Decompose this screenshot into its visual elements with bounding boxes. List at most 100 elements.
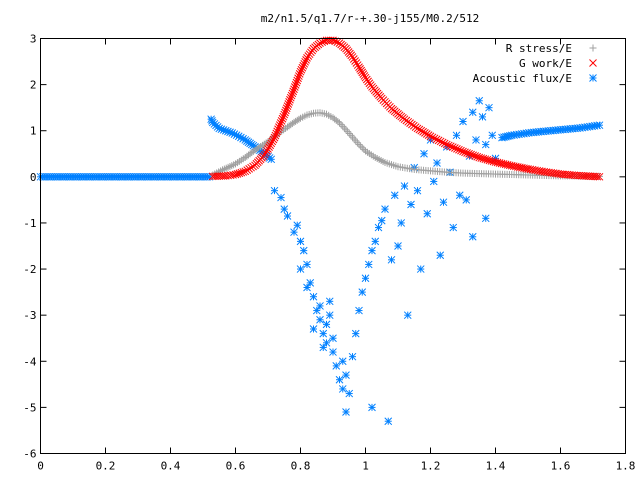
data-point: [355, 141, 363, 149]
data-point: [468, 108, 477, 117]
data-point: [287, 91, 296, 100]
data-point: [417, 126, 426, 135]
data-point: [467, 150, 475, 159]
data-point: [296, 237, 305, 246]
data-point: [263, 147, 271, 155]
data-point: [322, 338, 331, 347]
data-point: [400, 182, 409, 190]
data-point: [334, 118, 342, 126]
data-point: [266, 141, 275, 150]
data-point: [275, 123, 283, 132]
data-point: [332, 362, 341, 370]
y-tick-label: -4: [23, 355, 37, 368]
data-point: [481, 214, 490, 223]
data-point: [243, 166, 252, 174]
data-point: [438, 138, 447, 147]
data-point: [280, 110, 289, 119]
data-point: [430, 134, 439, 143]
legend-label: Acoustic flux/E: [473, 72, 572, 85]
data-point: [269, 135, 278, 144]
data-point: [387, 255, 396, 264]
data-point: [261, 148, 270, 157]
data-point: [407, 200, 415, 209]
x-tick-label: 0: [37, 460, 44, 473]
data-point: [371, 237, 380, 246]
data-point: [455, 145, 463, 154]
data-point: [433, 159, 441, 167]
x-tick-label: 0.8: [291, 460, 311, 473]
data-point: [300, 59, 309, 68]
x-tick-label: 1.4: [486, 460, 506, 473]
data-point: [267, 155, 276, 164]
data-point: [283, 102, 292, 110]
data-point: [348, 53, 357, 61]
data-point: [290, 85, 298, 94]
data-point: [459, 147, 467, 156]
data-point: [297, 65, 306, 74]
data-point: [436, 137, 445, 146]
data-point: [309, 292, 318, 301]
x-tick-label: 1: [362, 460, 369, 473]
data-point: [593, 172, 602, 181]
data-point: [318, 38, 327, 47]
data-point: [481, 140, 490, 149]
x-tick-label: 1.6: [551, 460, 571, 473]
data-point: [444, 141, 453, 150]
data-point: [290, 83, 299, 91]
x-tick-label: 0.6: [226, 460, 246, 473]
data-point: [295, 115, 303, 123]
data-point: [432, 135, 441, 144]
data-point: [358, 288, 367, 296]
data-point: [273, 127, 282, 136]
data-point: [535, 167, 544, 175]
data-point: [424, 131, 433, 139]
data-point: [325, 297, 334, 306]
data-point: [419, 127, 427, 136]
data-point: [434, 136, 443, 145]
data-point: [286, 93, 295, 102]
data-point: [335, 375, 344, 384]
data-point: [374, 223, 383, 232]
y-tick-label: 1: [30, 125, 37, 138]
data-point: [462, 196, 471, 204]
y-tick-label: -6: [23, 448, 36, 461]
data-point: [295, 70, 304, 78]
data-point: [271, 131, 280, 140]
y-tick-label: 0: [30, 171, 37, 184]
data-point: [268, 137, 277, 146]
data-point: [337, 121, 345, 129]
data-point: [357, 142, 365, 150]
data-point: [461, 148, 469, 157]
data-point: [423, 209, 432, 218]
data-point: [442, 140, 451, 149]
data-point: [360, 145, 368, 153]
chart-title: m2/n1.5/q1.7/r-+.30-j155/M0.2/512: [261, 12, 480, 25]
data-point: [325, 311, 334, 320]
data-point: [241, 167, 250, 176]
data-point: [472, 136, 480, 144]
data-point: [301, 57, 309, 66]
x-tick-label: 1.8: [616, 460, 636, 473]
series-0: [209, 109, 603, 180]
data-point: [428, 133, 437, 142]
data-point: [306, 279, 315, 287]
data-point: [329, 348, 337, 356]
data-point: [291, 80, 300, 89]
data-point: [377, 216, 386, 225]
data-point: [595, 172, 604, 181]
data-point: [276, 119, 285, 127]
data-point: [413, 186, 422, 195]
data-point: [468, 232, 477, 241]
data-point: [420, 149, 428, 158]
data-point: [368, 403, 376, 412]
data-point: [488, 131, 497, 140]
data-point: [364, 260, 373, 269]
data-point: [475, 96, 484, 105]
data-point: [277, 117, 286, 125]
data-point: [316, 302, 324, 310]
data-point: [272, 129, 281, 138]
data-point: [309, 325, 318, 333]
data-point: [275, 121, 284, 129]
data-point: [279, 112, 288, 121]
